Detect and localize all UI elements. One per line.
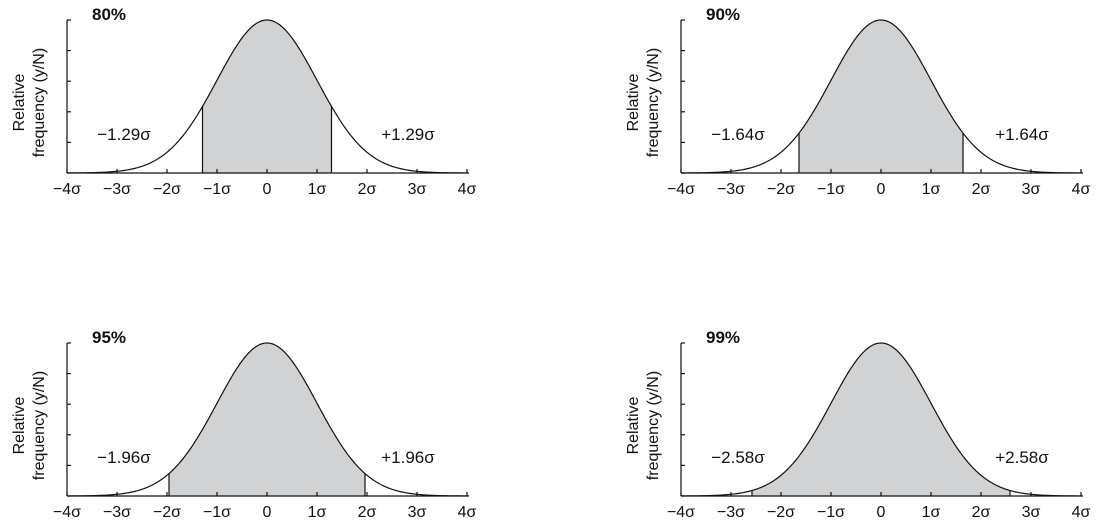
x-tick-label: 0: [263, 181, 272, 198]
x-tick-label: −4σ: [53, 504, 81, 521]
right-cutoff-label: +1.29σ: [381, 125, 435, 144]
y-axis-label-line-1: Relative: [625, 74, 642, 132]
chart-panel-1: −4σ −3σ −2σ −1σ 0 1σ 2σ 3σ 4σ 80% Relative frequenc…: [11, 5, 477, 198]
x-tick-label: −2σ: [153, 504, 181, 521]
x-tick-label: 3σ: [408, 181, 427, 198]
x-tick-label: −2σ: [153, 181, 181, 198]
shaded-area: [169, 343, 365, 496]
right-cutoff-label: +2.58σ: [995, 448, 1049, 467]
x-tick-label: −3σ: [103, 504, 131, 521]
normal-curve: [680, 19, 1082, 174]
x-tick-label: 2σ: [358, 504, 377, 521]
x-tick-label: 3σ: [1022, 181, 1041, 198]
x-tick-label: 3σ: [408, 504, 427, 521]
chart-panel-3: −4σ −3σ −2σ −1σ 0 1σ 2σ 3σ 4σ 95% Relative frequenc…: [11, 328, 477, 521]
x-tick-label: 2σ: [972, 181, 991, 198]
chart-title: 95%: [92, 328, 126, 347]
left-cutoff-label: −2.58σ: [711, 448, 765, 467]
shaded-area: [202, 20, 332, 173]
x-tick-label: 4σ: [1072, 181, 1091, 198]
x-tick-label: 4σ: [1072, 504, 1091, 521]
chart-panel-4: −4σ −3σ −2σ −1σ 0 1σ 2σ 3σ 4σ 99% Relative frequenc…: [625, 328, 1091, 521]
x-tick-label: −4σ: [667, 181, 695, 198]
chart-panel-2: −4σ −3σ −2σ −1σ 0 1σ 2σ 3σ 4σ 90% Relative frequenc…: [625, 5, 1091, 198]
x-tick-label: 0: [877, 181, 886, 198]
x-tick-label: −1σ: [817, 181, 845, 198]
chart-title: 80%: [92, 5, 126, 24]
x-tick-label: 0: [263, 504, 272, 521]
y-axis-label-line-1: Relative: [625, 397, 642, 455]
chart-title: 90%: [706, 5, 740, 24]
x-tick-label: 1σ: [922, 181, 941, 198]
y-axis-label-line-1: Relative: [11, 74, 28, 132]
x-tick-label: 2σ: [972, 504, 991, 521]
x-tick-label: 1σ: [922, 504, 941, 521]
x-tick-label: −3σ: [103, 181, 131, 198]
x-tick-label: 1σ: [308, 504, 327, 521]
x-tick-label: −4σ: [53, 181, 81, 198]
x-tick-label: −1σ: [203, 181, 231, 198]
x-tick-label: 4σ: [458, 504, 477, 521]
left-cutoff-label: −1.96σ: [97, 448, 151, 467]
y-axis-label-line-2: frequency (y/N): [31, 48, 48, 157]
shaded-area: [752, 343, 1010, 496]
x-tick-label: −1σ: [817, 504, 845, 521]
shaded-area: [799, 20, 963, 173]
x-tick-label: −3σ: [717, 504, 745, 521]
chart-title: 99%: [706, 328, 740, 347]
y-axis-label-line-1: Relative: [11, 397, 28, 455]
x-tick-label: −2σ: [767, 181, 795, 198]
y-axis-label-line-2: frequency (y/N): [645, 371, 662, 480]
x-tick-label: 0: [877, 504, 886, 521]
right-cutoff-label: +1.96σ: [381, 448, 435, 467]
left-cutoff-label: −1.64σ: [711, 125, 765, 144]
normal-curve: [66, 19, 468, 174]
x-tick-label: −1σ: [203, 504, 231, 521]
x-tick-label: −3σ: [717, 181, 745, 198]
y-axis-label-line-2: frequency (y/N): [31, 371, 48, 480]
x-tick-label: 3σ: [1022, 504, 1041, 521]
x-tick-label: −2σ: [767, 504, 795, 521]
x-tick-label: 1σ: [308, 181, 327, 198]
right-cutoff-label: +1.64σ: [995, 125, 1049, 144]
left-cutoff-label: −1.29σ: [97, 125, 151, 144]
x-tick-label: 2σ: [358, 181, 377, 198]
y-axis-label-line-2: frequency (y/N): [645, 48, 662, 157]
normal-curve: [66, 342, 468, 497]
x-tick-label: −4σ: [667, 504, 695, 521]
x-tick-label: 4σ: [458, 181, 477, 198]
normal-curve: [680, 342, 1082, 497]
